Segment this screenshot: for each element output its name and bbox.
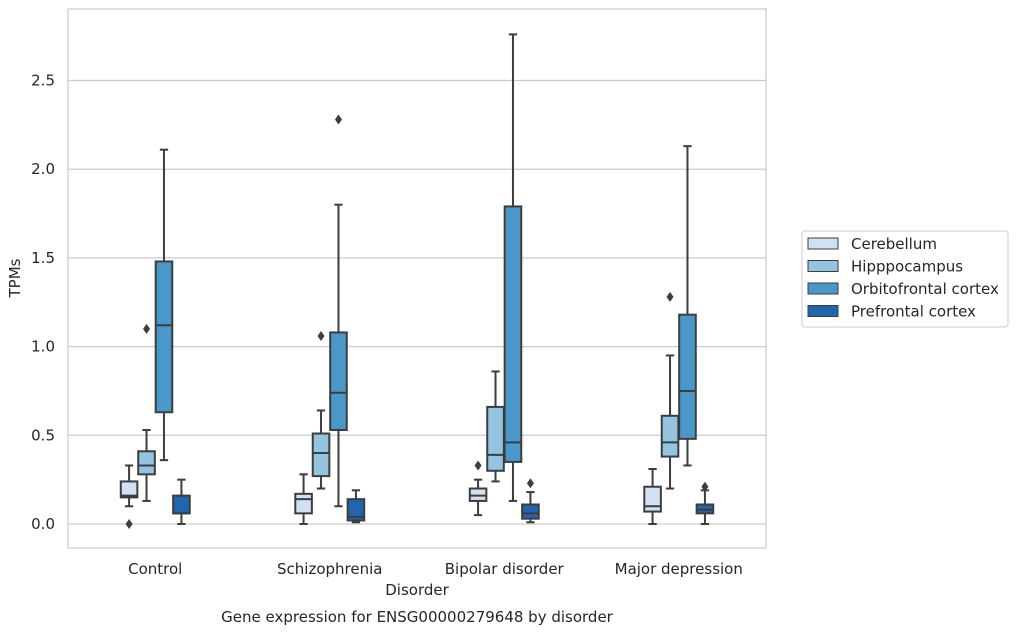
box-iqr — [660, 414, 680, 458]
outlier-marker — [474, 460, 482, 471]
legend-label: Hipppocampus — [851, 258, 963, 276]
outlier-marker — [334, 114, 342, 125]
box-prefrontal-cortex — [521, 478, 540, 524]
box-iqr — [678, 313, 697, 440]
box-cerebellum — [643, 468, 662, 525]
x-tick-label: Schizophrenia — [277, 560, 382, 578]
legend-label: Cerebellum — [851, 235, 937, 253]
box-iqr — [294, 492, 313, 515]
box-hipppocampus — [486, 370, 505, 483]
legend-swatch — [807, 305, 839, 317]
legend-frame — [801, 230, 1009, 328]
box-orbitofrontal-cortex — [154, 148, 174, 462]
y-axis-ticks: 0.0 0.5 1.0 1.5 2.0 2.5 — [31, 72, 55, 534]
plot-area-frame — [67, 8, 767, 549]
outlier-marker — [666, 291, 674, 302]
legend-swatch — [807, 282, 839, 295]
box-orbitofrontal-cortex — [329, 114, 348, 508]
box-prefrontal-cortex — [346, 489, 366, 524]
box-iqr — [329, 331, 348, 431]
chart-caption: Gene expression for ENSG00000279648 by d… — [221, 608, 614, 626]
y-tick-label: 2.0 — [31, 160, 55, 178]
y-tick-label: 2.5 — [31, 72, 55, 90]
box-iqr — [311, 432, 331, 478]
outlier-marker — [317, 330, 325, 341]
box-hipppocampus — [660, 291, 680, 490]
box-cerebellum — [468, 460, 488, 517]
box-iqr — [172, 494, 191, 515]
y-tick-label: 1.5 — [31, 249, 55, 267]
box-iqr — [486, 405, 505, 472]
box-cerebellum — [294, 473, 313, 525]
x-axis-ticks: Control Schizophrenia Bipolar disorder Majo… — [128, 560, 743, 578]
outlier-marker — [125, 519, 133, 529]
box-iqr — [643, 485, 662, 513]
box-orbitofrontal-cortex — [678, 145, 697, 467]
box-cerebellum — [119, 464, 139, 529]
box-prefrontal-cortex — [172, 478, 191, 525]
box-groups — [119, 33, 715, 529]
legend-items: Cerebellum Hipppocampus Orbitofrontal cort… — [807, 235, 999, 321]
box-iqr — [521, 503, 540, 520]
outlier-marker — [143, 323, 151, 334]
x-tick-label: Control — [128, 560, 182, 578]
box-orbitofrontal-cortex — [503, 33, 523, 502]
box-iqr — [137, 450, 156, 476]
y-tick-label: 0.5 — [31, 426, 55, 444]
box-iqr — [346, 498, 366, 522]
y-tick-label: 0.0 — [31, 515, 55, 533]
x-axis-label: Disorder — [385, 581, 449, 599]
x-tick-label: Major depression — [615, 560, 743, 578]
box-iqr — [119, 480, 139, 499]
box-hipppocampus — [137, 323, 156, 502]
y-tick-label: 1.0 — [31, 338, 55, 356]
x-tick-label: Bipolar disorder — [445, 560, 565, 578]
legend-swatch — [807, 237, 839, 250]
legend-swatch — [807, 260, 839, 272]
legend-label: Prefrontal cortex — [851, 303, 976, 321]
legend-label: Orbitofrontal cortex — [851, 280, 999, 298]
box-prefrontal-cortex — [695, 481, 715, 525]
legend: Cerebellum Hipppocampus Orbitofrontal cort… — [801, 230, 1009, 328]
outlier-marker — [526, 478, 534, 489]
box-hipppocampus — [311, 330, 331, 490]
box-iqr — [154, 260, 174, 414]
y-axis-label: TPMs — [6, 258, 24, 298]
outlier-marker — [701, 481, 709, 492]
box-iqr — [503, 205, 523, 463]
